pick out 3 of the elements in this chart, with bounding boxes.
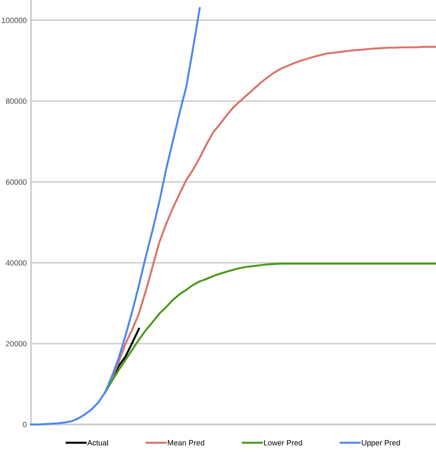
line-series bbox=[104, 46, 436, 394]
line-series bbox=[30, 7, 201, 426]
line-series bbox=[104, 262, 436, 394]
